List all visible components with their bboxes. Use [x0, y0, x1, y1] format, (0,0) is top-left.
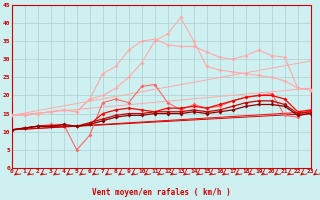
- X-axis label: Vent moyen/en rafales ( km/h ): Vent moyen/en rafales ( km/h ): [92, 188, 231, 197]
